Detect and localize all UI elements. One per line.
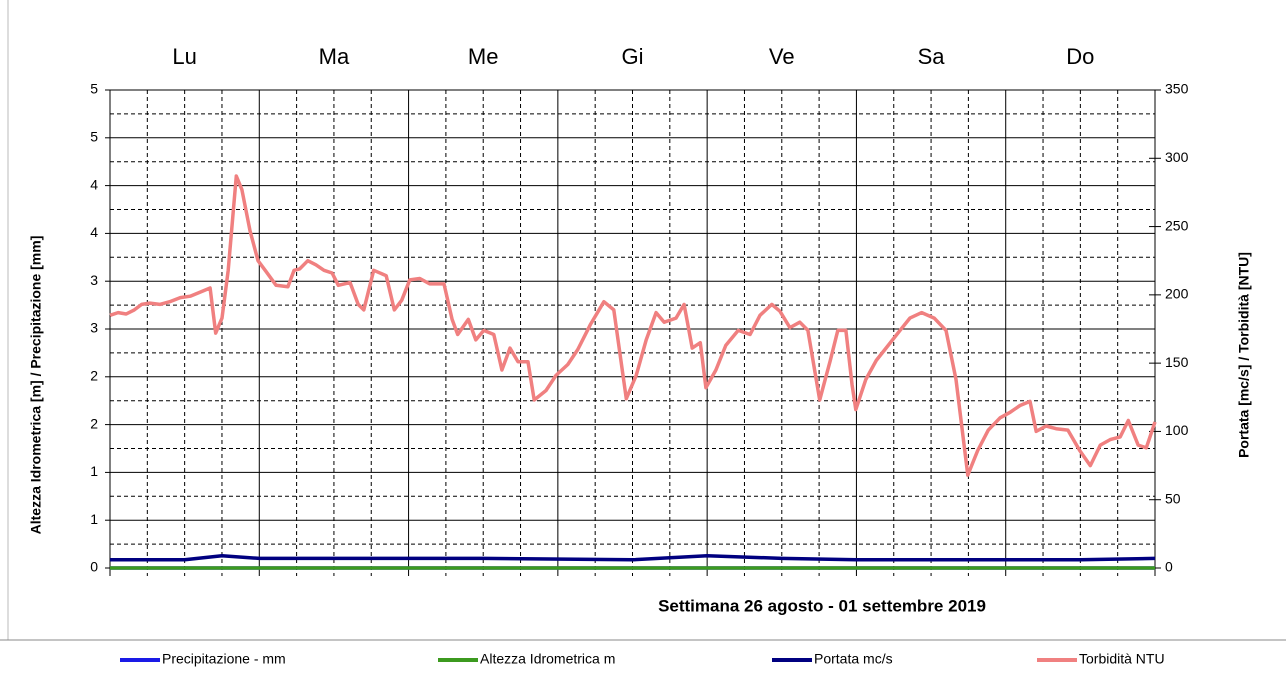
y-tick-label: 4 xyxy=(90,224,98,240)
y-tick-label: 3 xyxy=(90,320,98,336)
x-category-label: Gi xyxy=(622,44,644,69)
y2-tick-label: 150 xyxy=(1165,354,1189,370)
legend-label: Portata mc/s xyxy=(814,651,893,667)
x-category-label: Lu xyxy=(172,44,196,69)
y-tick-label: 1 xyxy=(90,511,98,527)
y-tick-label: 1 xyxy=(90,463,98,479)
y2-tick-label: 250 xyxy=(1165,217,1189,233)
x-category-label: Do xyxy=(1066,44,1094,69)
y-axis-label: Altezza Idrometrica [m] / Precipitazione… xyxy=(28,236,44,535)
legend-label: Altezza Idrometrica m xyxy=(480,651,615,667)
series-line xyxy=(110,553,1156,562)
y2-axis-label: Portata [mc/s] / Torbidità [NTU] xyxy=(1236,252,1252,458)
y-tick-label: 4 xyxy=(90,176,98,192)
legend-label: Precipitazione - mm xyxy=(162,651,286,667)
y-tick-label: 5 xyxy=(90,81,98,97)
legend-label: Torbidità NTU xyxy=(1079,651,1165,667)
y-tick-label: 5 xyxy=(90,129,98,145)
y2-tick-label: 0 xyxy=(1165,559,1173,575)
y2-tick-label: 350 xyxy=(1165,81,1189,97)
x-category-label: Sa xyxy=(918,44,946,69)
chart-title: Settimana 26 agosto - 01 settembre 2019 xyxy=(658,596,986,615)
y-tick-label: 2 xyxy=(90,415,98,431)
y2-tick-label: 300 xyxy=(1165,149,1189,165)
x-category-label: Ma xyxy=(319,44,350,69)
y-tick-label: 2 xyxy=(90,368,98,384)
y2-tick-label: 50 xyxy=(1165,490,1181,506)
series-line xyxy=(109,174,1157,477)
x-category-label: Ve xyxy=(769,44,795,69)
y-tick-label: 3 xyxy=(90,272,98,288)
x-category-label: Me xyxy=(468,44,499,69)
y2-tick-label: 100 xyxy=(1165,422,1189,438)
y-tick-label: 0 xyxy=(90,559,98,575)
y2-tick-label: 200 xyxy=(1165,286,1189,302)
